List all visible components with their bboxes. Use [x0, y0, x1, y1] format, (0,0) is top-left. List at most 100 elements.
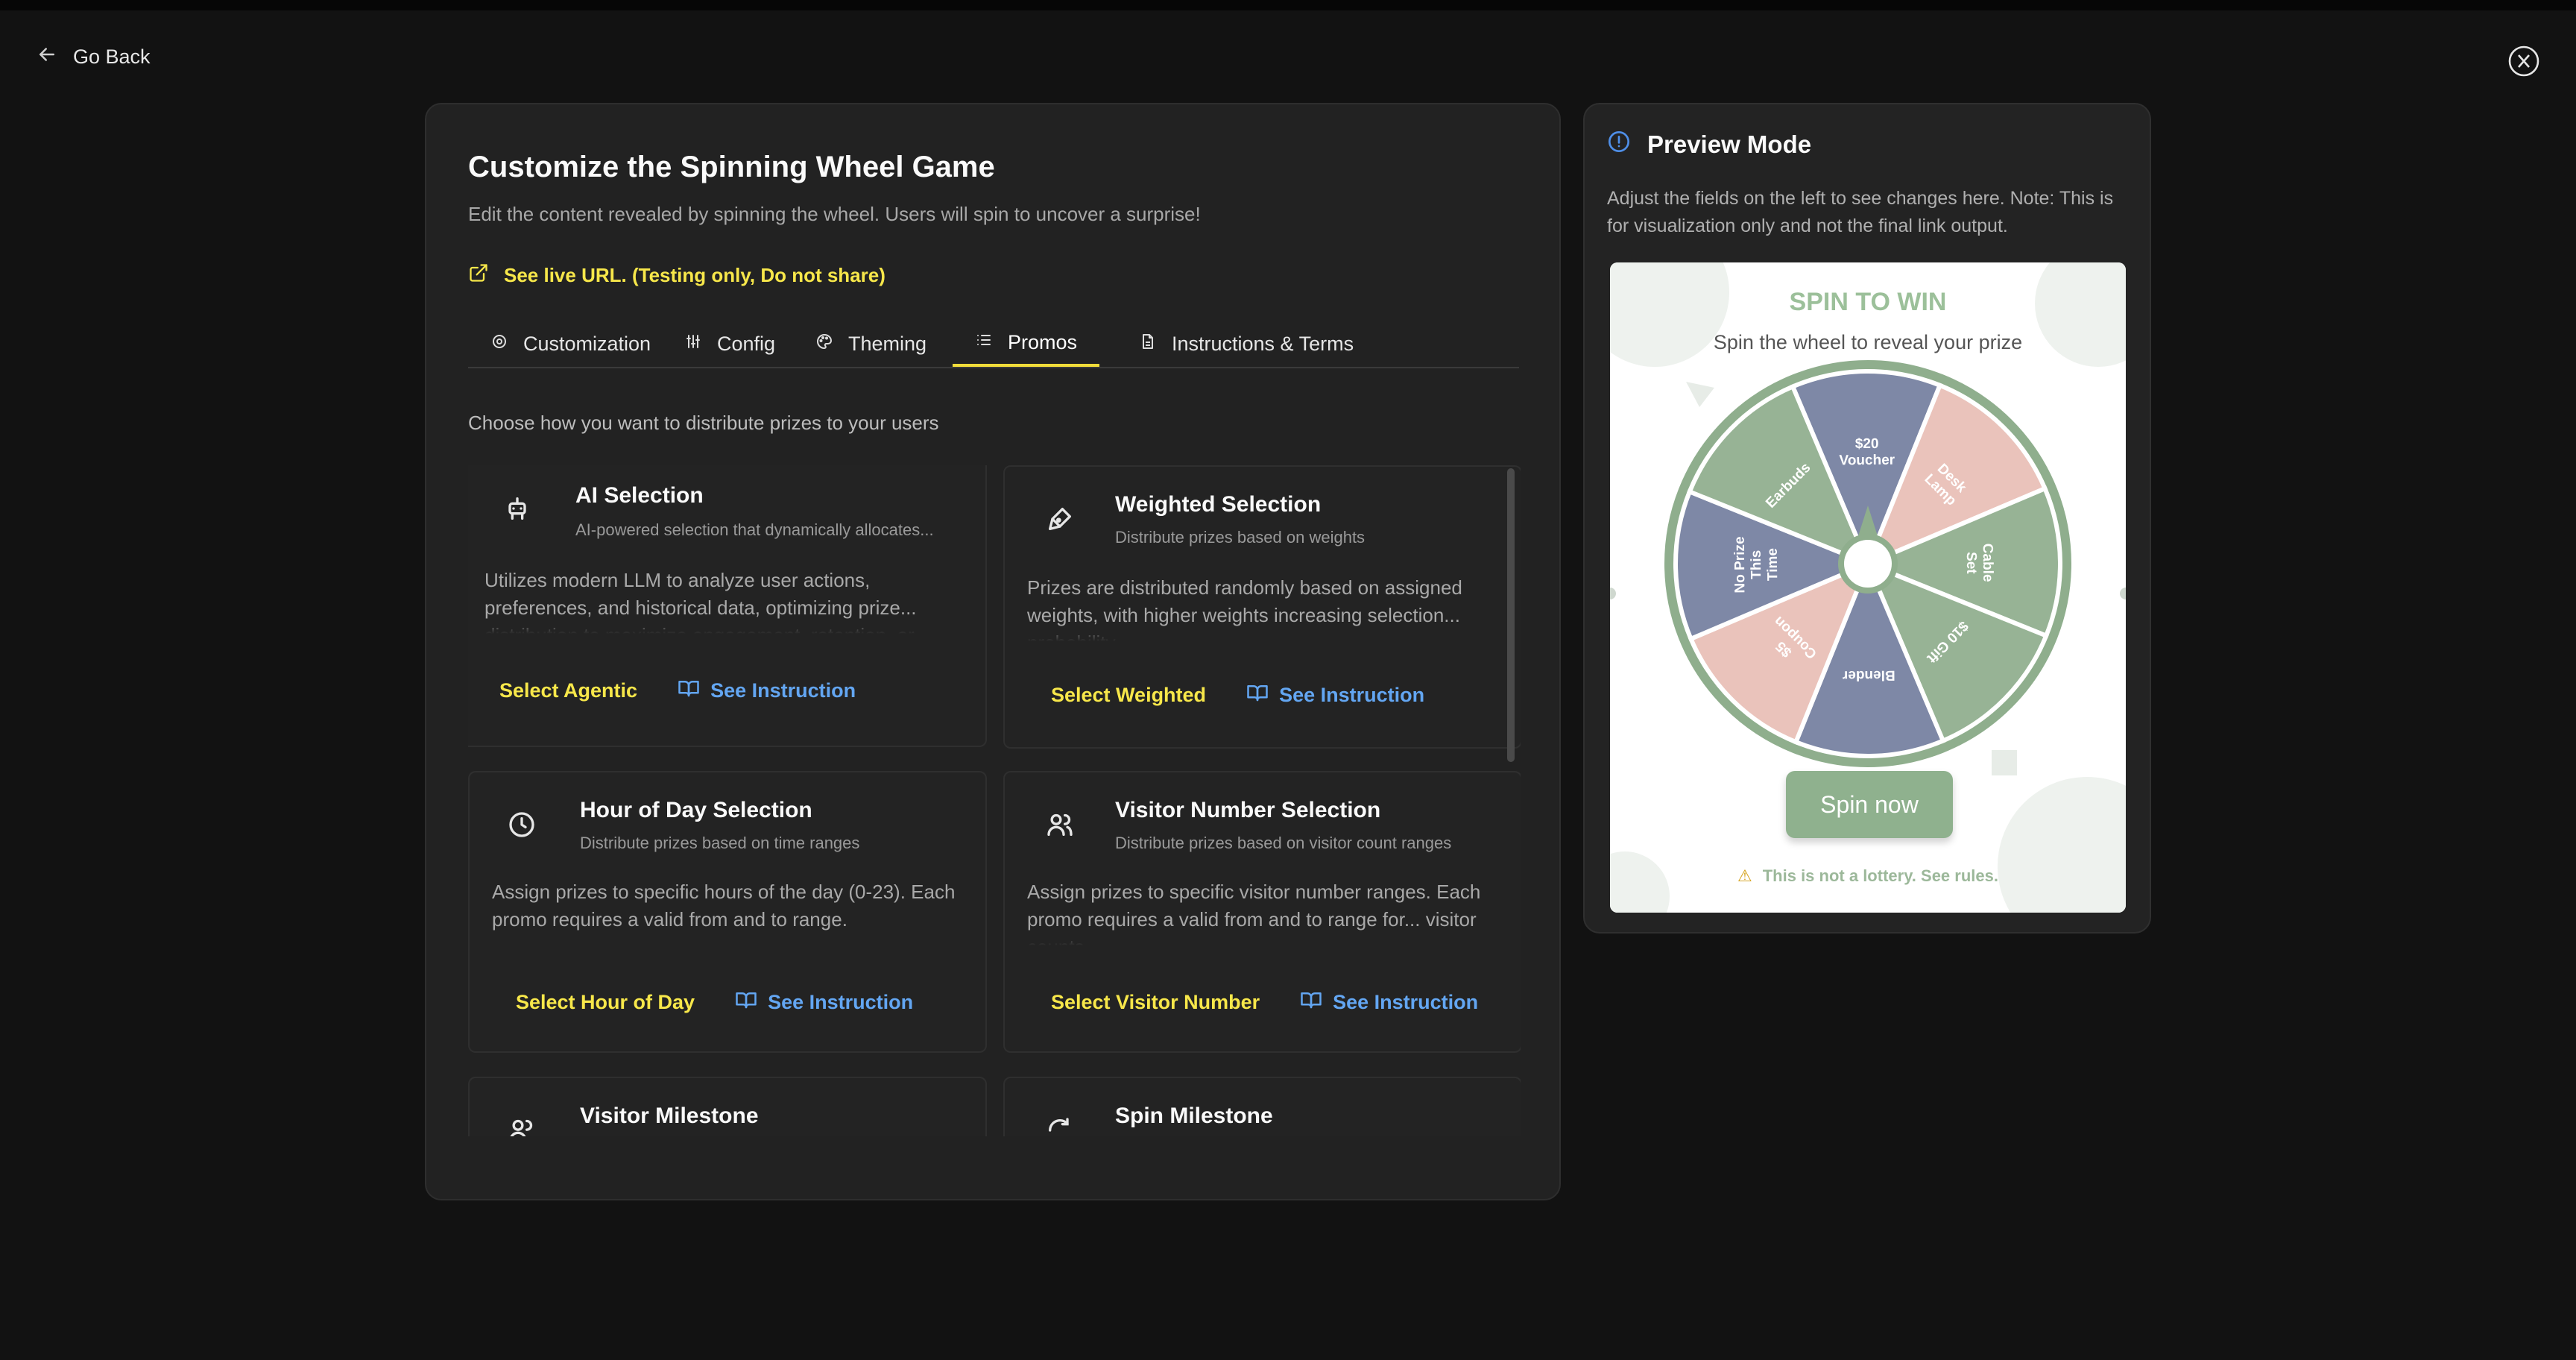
see-instruction-button[interactable]: See Instruction — [1246, 681, 1424, 709]
select-weighted-button[interactable]: Select Weighted — [1051, 684, 1207, 706]
promo-card-ai-selection: AI Selection AI-powered selection that d… — [468, 465, 987, 747]
users-icon — [1045, 810, 1075, 840]
customize-card: Customize the Spinning Wheel Game Edit t… — [425, 103, 1561, 1200]
select-visitor-number-button[interactable]: Select Visitor Number — [1051, 991, 1260, 1013]
see-instruction-button[interactable]: See Instruction — [1300, 989, 1478, 1016]
lottery-disclaimer[interactable]: ⚠ This is not a lottery. See rules. — [1610, 866, 2126, 886]
promo-card-description: Assign prizes to specific hours of the d… — [492, 878, 962, 945]
wheel-segment-label: CableSet — [1963, 544, 1995, 582]
promo-card-weighted-selection: Weighted Selection Distribute prizes bas… — [1003, 465, 1521, 749]
promo-card-subtitle: Distribute prizes based on weights — [1115, 528, 1366, 547]
svg-text:CableSet: CableSet — [1963, 544, 1995, 582]
svg-text:No PrizeThisTime: No PrizeThisTime — [1732, 536, 1781, 594]
choose-distribution-text: Choose how you want to distribute prizes… — [468, 412, 939, 434]
promo-card-title: Hour of Day Selection — [580, 798, 812, 822]
robot-icon — [502, 494, 532, 523]
refresh-icon — [1045, 1115, 1075, 1136]
tab-bar: Customization Config Theming Promos Inst… — [468, 321, 1519, 368]
spin-now-button[interactable]: Spin now — [1786, 771, 1953, 838]
promo-card-description: Assign prizes to specific visitor number… — [1027, 878, 1497, 945]
tab-label: Promos — [1008, 330, 1078, 353]
promo-card-title: Visitor Milestone — [580, 1104, 759, 1128]
see-instruction-button[interactable]: See Instruction — [678, 677, 856, 705]
clock-icon — [507, 810, 537, 840]
tab-label: Instructions & Terms — [1172, 332, 1354, 355]
see-instruction-button[interactable]: See Instruction — [735, 989, 913, 1016]
promo-card-title: Weighted Selection — [1115, 492, 1322, 517]
palette-icon — [815, 333, 833, 356]
target-icon — [490, 333, 508, 356]
promo-card-hour-of-day: Hour of Day Selection Distribute prizes … — [468, 771, 987, 1053]
wheel-segment — [1673, 488, 1874, 642]
wheel-segment — [1688, 559, 1872, 746]
sliders-icon — [684, 333, 702, 356]
wheel-segment-label: No PrizeThisTime — [1732, 536, 1781, 594]
lottery-text: This is not a lottery. See rules. — [1762, 866, 1998, 885]
top-strip — [0, 0, 2576, 10]
live-url-label: See live URL. (Testing only, Do not shar… — [504, 264, 886, 286]
wheel-segment — [1863, 382, 2048, 568]
wheel-hub — [1844, 540, 1892, 588]
promo-card-subtitle: Distribute prizes based on time ranges — [580, 834, 860, 852]
select-agentic-button[interactable]: Select Agentic — [499, 679, 638, 702]
promo-card-title: AI Selection — [575, 483, 704, 508]
warning-icon: ⚠ — [1737, 866, 1752, 885]
promo-card-spin-milestone: Spin Milestone — [1003, 1077, 1521, 1136]
page-title: Customize the Spinning Wheel Game — [468, 151, 995, 183]
tab-customization[interactable]: Customization — [468, 321, 673, 367]
tab-instructions-terms[interactable]: Instructions & Terms — [1117, 321, 1376, 367]
promo-card-visitor-number: Visitor Number Selection Distribute priz… — [1003, 771, 1521, 1053]
promo-list-scrollbar[interactable] — [1507, 468, 1515, 762]
tab-theming[interactable]: Theming — [793, 321, 949, 367]
external-link-icon — [468, 262, 489, 289]
see-instruction-label: See Instruction — [768, 991, 914, 1013]
wheel-segment — [1863, 559, 2050, 744]
wheel-border — [1664, 360, 2071, 767]
promo-card-subtitle: Distribute prizes based on visitor count… — [1115, 834, 1452, 852]
tab-label: Config — [717, 332, 776, 355]
tab-promos[interactable]: Promos — [953, 321, 1100, 367]
book-icon — [735, 989, 757, 1016]
go-back-button[interactable]: Go Back — [36, 42, 151, 72]
promo-card-visitor-milestone: Visitor Milestone — [468, 1077, 987, 1136]
tab-config[interactable]: Config — [662, 321, 798, 367]
promo-card-grid: AI Selection AI-powered selection that d… — [468, 465, 1521, 1136]
preview-note: Adjust the fields on the left to see cha… — [1607, 188, 2114, 236]
close-icon — [2507, 45, 2540, 81]
book-icon — [1300, 989, 1322, 1016]
spin-title: SPIN TO WIN — [1789, 288, 1947, 316]
wheel-segment — [1790, 369, 1943, 570]
page-subtitle: Edit the content revealed by spinning th… — [468, 203, 1201, 225]
promo-card-description: Utilizes modern LLM to analyze user acti… — [484, 567, 954, 634]
live-url-link[interactable]: See live URL. (Testing only, Do not shar… — [468, 262, 886, 289]
wheel-segment — [1686, 383, 1872, 568]
users-icon — [507, 1115, 537, 1136]
wheel-segment-label: Blender — [1842, 667, 1895, 684]
decor-square — [1992, 750, 2017, 775]
go-back-label: Go Back — [73, 45, 151, 68]
promo-card-subtitle: AI-powered selection that dynamically al… — [575, 520, 934, 539]
list-icon — [975, 331, 993, 354]
book-icon — [1246, 681, 1269, 709]
select-hour-of-day-button[interactable]: Select Hour of Day — [516, 991, 695, 1013]
wheel-pointer — [1857, 506, 1878, 538]
scale-icon — [1045, 504, 1075, 534]
tab-label: Customization — [523, 332, 651, 355]
preview-title: Preview Mode — [1647, 130, 1812, 158]
svg-text:Blender: Blender — [1842, 667, 1895, 684]
see-instruction-label: See Instruction — [710, 679, 856, 702]
wheel-segment — [1862, 485, 2062, 639]
tab-label: Theming — [848, 332, 927, 355]
wheel-segment-label: $20 Voucher — [1839, 436, 1895, 469]
preview-header: Preview Mode — [1607, 130, 1811, 160]
document-icon — [1139, 333, 1157, 356]
promo-card-title: Spin Milestone — [1115, 1104, 1273, 1128]
side-dot — [1610, 588, 1616, 599]
promo-card-description: Prizes are distributed randomly based on… — [1027, 574, 1497, 641]
decor-triangle — [1686, 382, 1714, 407]
spin-subtitle: Spin the wheel to reveal your prize — [1713, 331, 2023, 353]
preview-panel: Preview Mode Adjust the fields on the le… — [1583, 103, 2151, 934]
close-button[interactable] — [2507, 45, 2540, 78]
